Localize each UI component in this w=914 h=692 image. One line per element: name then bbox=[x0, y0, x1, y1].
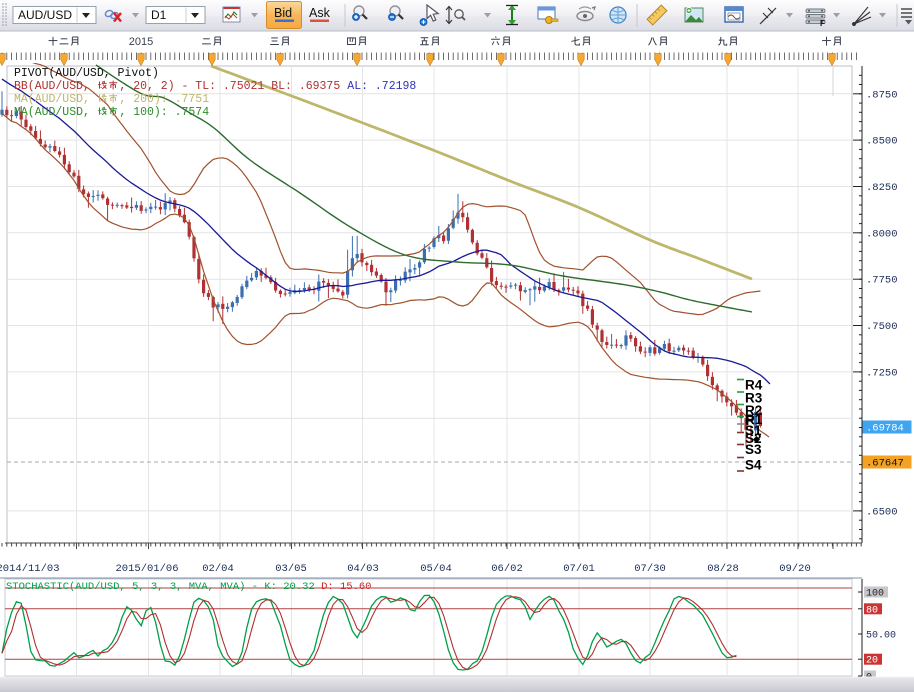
svg-text:.6500: .6500 bbox=[866, 506, 898, 518]
svg-text:P: P bbox=[746, 413, 755, 428]
svg-text:Bid: Bid bbox=[274, 6, 292, 20]
svg-text:BB(AUD/USD,: BB(AUD/USD, bbox=[14, 80, 90, 93]
svg-text:.7250: .7250 bbox=[866, 367, 898, 379]
svg-text:.67647: .67647 bbox=[866, 458, 904, 470]
svg-text:R3: R3 bbox=[745, 391, 763, 406]
svg-text:08/28: 08/28 bbox=[707, 563, 739, 575]
svg-text:.8500: .8500 bbox=[866, 136, 898, 148]
svg-text:.7750: .7750 bbox=[866, 275, 898, 287]
svg-text:2014/11/03: 2014/11/03 bbox=[0, 563, 60, 575]
svg-text:.7500: .7500 bbox=[866, 321, 898, 333]
svg-text:D1: D1 bbox=[151, 8, 167, 22]
svg-text:02/04: 02/04 bbox=[202, 563, 234, 575]
svg-text:R4: R4 bbox=[745, 378, 763, 393]
svg-text:06/02: 06/02 bbox=[491, 563, 523, 575]
svg-text:.8250: .8250 bbox=[866, 182, 898, 194]
svg-text:.8000: .8000 bbox=[866, 228, 898, 240]
svg-text:100: 100 bbox=[866, 589, 884, 600]
svg-text:, 100): .7574: , 100): .7574 bbox=[119, 106, 209, 119]
svg-text:S4: S4 bbox=[745, 458, 762, 473]
svg-text:AL: .72198: AL: .72198 bbox=[347, 80, 416, 93]
svg-text:.69784: .69784 bbox=[866, 423, 904, 435]
svg-text:.8750: .8750 bbox=[866, 89, 898, 101]
svg-text:Ask: Ask bbox=[309, 6, 331, 20]
svg-text:50.00: 50.00 bbox=[866, 631, 896, 642]
svg-text:PIVOT(AUD/USD, Pivot): PIVOT(AUD/USD, Pivot) bbox=[14, 67, 159, 80]
svg-text:04/03: 04/03 bbox=[347, 563, 379, 575]
svg-text:, 200): .7751: , 200): .7751 bbox=[119, 93, 209, 106]
svg-text:AUD/USD: AUD/USD bbox=[18, 8, 72, 22]
svg-text:20: 20 bbox=[866, 656, 878, 667]
svg-text:S3: S3 bbox=[745, 442, 762, 457]
svg-text:, 20, 2) - TL: .75021 BL: .693: , 20, 2) - TL: .75021 BL: .69375 bbox=[119, 80, 340, 93]
svg-text:2015: 2015 bbox=[129, 36, 153, 48]
svg-text:80: 80 bbox=[866, 605, 878, 616]
svg-text:09/20: 09/20 bbox=[779, 563, 811, 575]
svg-text:07/30: 07/30 bbox=[634, 563, 666, 575]
svg-text:05/04: 05/04 bbox=[420, 563, 452, 575]
svg-text:07/01: 07/01 bbox=[563, 563, 595, 575]
svg-text:S2: S2 bbox=[745, 431, 762, 446]
svg-text:MA(AUD/USD,: MA(AUD/USD, bbox=[14, 93, 90, 106]
svg-text:STOCHASTIC(AUD/USD, 5, 3, 3, M: STOCHASTIC(AUD/USD, 5, 3, 3, MVA, MVA) -… bbox=[6, 581, 371, 593]
svg-text:R1: R1 bbox=[745, 412, 763, 427]
svg-text:03/05: 03/05 bbox=[275, 563, 307, 575]
svg-text:F: F bbox=[820, 19, 825, 28]
svg-text:2015/01/06: 2015/01/06 bbox=[115, 563, 178, 575]
svg-text:R2: R2 bbox=[745, 403, 762, 418]
svg-text:S1: S1 bbox=[745, 423, 762, 438]
svg-text:MA(AUD/USD,: MA(AUD/USD, bbox=[14, 106, 90, 119]
